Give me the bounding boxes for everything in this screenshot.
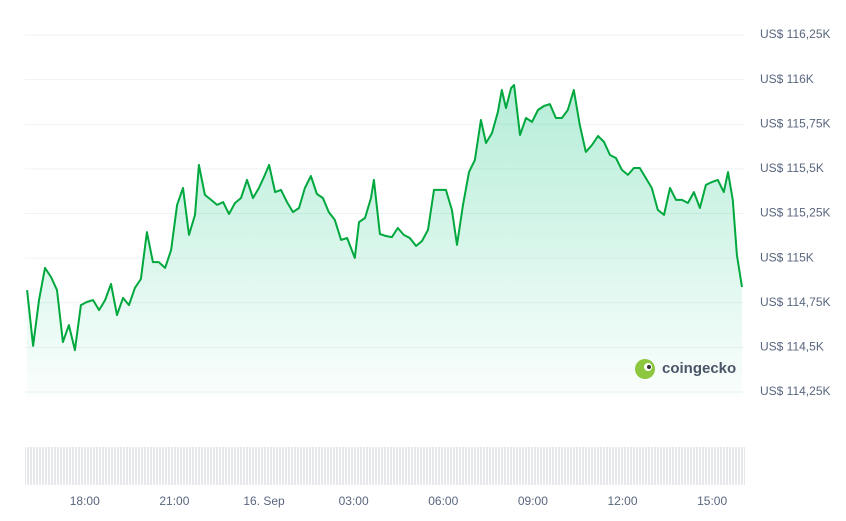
x-tick-label: 15:00	[697, 494, 727, 508]
watermark: coingecko	[635, 359, 736, 379]
volume-band	[25, 447, 745, 485]
y-tick-label: US$ 116K	[760, 72, 814, 86]
y-tick-label: US$ 114,75K	[760, 295, 831, 309]
watermark-text: coingecko	[662, 360, 736, 377]
y-tick-label: US$ 114,5K	[760, 340, 824, 354]
y-tick-label: US$ 116,25K	[760, 27, 831, 41]
x-tick-label: 21:00	[159, 494, 189, 508]
x-tick-label: 18:00	[70, 494, 100, 508]
x-tick-label: 03:00	[339, 494, 369, 508]
x-tick-label: 09:00	[518, 494, 548, 508]
price-line	[26, 84, 743, 352]
x-tick-label: 16. Sep	[243, 494, 285, 508]
x-tick-label: 06:00	[428, 494, 458, 508]
y-tick-label: US$ 115,5K	[760, 161, 824, 175]
x-tick-label: 12:00	[607, 494, 637, 508]
y-tick-label: US$ 115K	[760, 250, 814, 264]
y-tick-label: US$ 115,75K	[760, 116, 831, 130]
y-tick-label: US$ 115,25K	[760, 206, 831, 220]
price-area	[27, 85, 743, 397]
y-tick-label: US$ 114,25K	[760, 384, 831, 398]
